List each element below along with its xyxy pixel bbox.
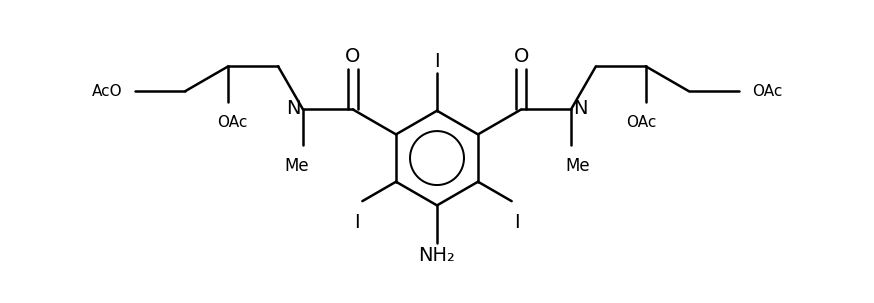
Text: Me: Me xyxy=(565,157,590,175)
Text: O: O xyxy=(513,47,529,66)
Text: O: O xyxy=(345,47,361,66)
Text: NH₂: NH₂ xyxy=(419,246,455,265)
Text: N: N xyxy=(573,99,588,118)
Text: OAc: OAc xyxy=(217,115,247,130)
Text: I: I xyxy=(514,213,520,232)
Text: N: N xyxy=(286,99,301,118)
Text: I: I xyxy=(354,213,360,232)
Text: I: I xyxy=(434,52,440,71)
Text: AcO: AcO xyxy=(92,84,122,99)
Text: OAc: OAc xyxy=(627,115,657,130)
Text: Me: Me xyxy=(284,157,309,175)
Text: OAc: OAc xyxy=(752,84,782,99)
